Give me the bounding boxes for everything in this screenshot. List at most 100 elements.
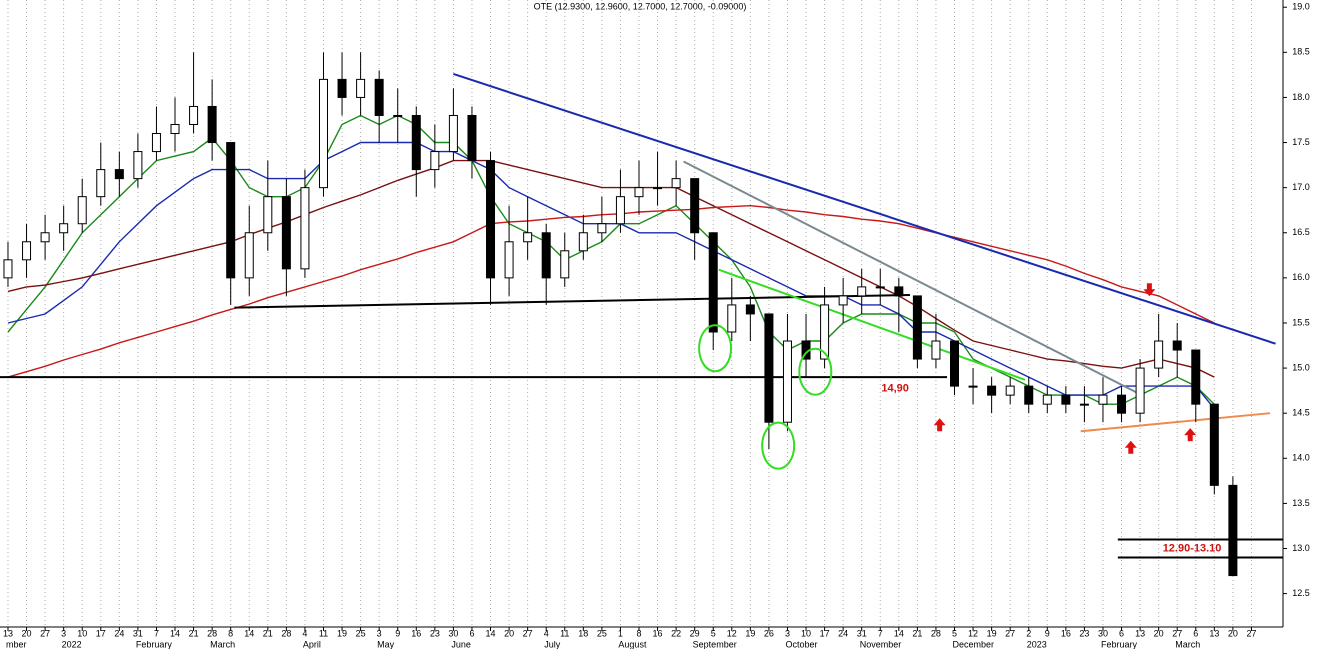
x-tick-label: 24 bbox=[114, 628, 124, 638]
x-tick-label: 27 bbox=[1172, 628, 1182, 638]
y-tick-label: 18.0 bbox=[1292, 92, 1310, 102]
candle-body bbox=[77, 196, 87, 225]
signal-arrow bbox=[933, 418, 946, 432]
x-tick-label: 22 bbox=[671, 628, 681, 638]
x-tick-label: 23 bbox=[430, 628, 440, 638]
candle-body bbox=[226, 142, 236, 279]
annotation: 14,90 bbox=[881, 383, 909, 395]
y-tick-label: 13.5 bbox=[1292, 498, 1310, 508]
candle-body bbox=[708, 232, 718, 333]
x-tick-label: 12 bbox=[968, 628, 978, 638]
candle-body bbox=[541, 232, 551, 279]
month-label: November bbox=[860, 639, 902, 649]
x-tick-label: 27 bbox=[40, 628, 50, 638]
chart-title: OTE (12.9300, 12.9600, 12.7000, 12.7000,… bbox=[534, 1, 747, 11]
x-tick-label: 21 bbox=[263, 628, 273, 638]
x-tick-label: 27 bbox=[1005, 628, 1015, 638]
moving-average bbox=[7, 159, 1215, 378]
candle-body bbox=[560, 250, 570, 279]
candle-body bbox=[207, 105, 217, 144]
candle-body bbox=[133, 151, 143, 180]
candle-body bbox=[1005, 385, 1015, 396]
moving-average bbox=[7, 204, 1215, 378]
month-label: April bbox=[303, 639, 321, 649]
trendline bbox=[1080, 412, 1271, 433]
candle-body bbox=[318, 78, 328, 189]
candle-body bbox=[1209, 403, 1219, 486]
x-tick-label: 28 bbox=[281, 628, 291, 638]
candle-body bbox=[337, 78, 347, 98]
candle-body bbox=[22, 241, 32, 261]
month-label: July bbox=[544, 639, 561, 649]
candle-body bbox=[40, 232, 50, 243]
signal-arrow bbox=[1124, 440, 1137, 454]
x-tick-label: 3 bbox=[785, 628, 790, 638]
candle-body bbox=[1172, 340, 1182, 351]
x-tick-label: 5 bbox=[711, 628, 716, 638]
x-tick-label: 11 bbox=[319, 628, 328, 638]
y-tick-label: 18.5 bbox=[1292, 47, 1310, 57]
month-label: February bbox=[1101, 639, 1138, 649]
month-label: mber bbox=[6, 639, 27, 649]
candle-body bbox=[1154, 340, 1164, 369]
candle-body bbox=[671, 178, 681, 189]
candle-body bbox=[1079, 403, 1089, 406]
candle-body bbox=[189, 105, 199, 125]
y-tick-label: 17.0 bbox=[1292, 182, 1310, 192]
x-tick-label: 16 bbox=[411, 628, 421, 638]
y-tick-label: 17.5 bbox=[1292, 137, 1310, 147]
x-tick-label: 21 bbox=[189, 628, 199, 638]
candle-body bbox=[504, 241, 514, 279]
candle-body bbox=[950, 340, 960, 387]
x-tick-label: 26 bbox=[764, 628, 774, 638]
candle-body bbox=[411, 114, 421, 171]
x-tick-label: 28 bbox=[207, 628, 217, 638]
x-tick-label: 7 bbox=[878, 628, 883, 638]
candle-body bbox=[690, 178, 700, 234]
x-tick-label: 14 bbox=[486, 628, 496, 638]
highlight-circle bbox=[798, 347, 833, 396]
trendline bbox=[683, 160, 1141, 396]
candle-body bbox=[430, 151, 440, 171]
x-tick-label: 20 bbox=[504, 628, 514, 638]
x-tick-label: 30 bbox=[1098, 628, 1108, 638]
x-tick-label: 28 bbox=[931, 628, 941, 638]
candle-body bbox=[634, 187, 644, 198]
x-tick-label: 8 bbox=[228, 628, 233, 638]
x-tick-label: 7 bbox=[154, 628, 159, 638]
x-tick-label: 12 bbox=[727, 628, 737, 638]
month-label: February bbox=[136, 639, 173, 649]
x-tick-label: 18 bbox=[578, 628, 588, 638]
candle-body bbox=[1042, 394, 1052, 405]
signal-arrow bbox=[1143, 283, 1156, 297]
y-tick-label: 19.0 bbox=[1292, 2, 1310, 12]
x-tick-label: 14 bbox=[170, 628, 180, 638]
x-tick-label: 20 bbox=[22, 628, 32, 638]
candle-body bbox=[745, 304, 755, 315]
x-tick-label: 6 bbox=[1119, 628, 1124, 638]
x-tick-label: 1 bbox=[618, 628, 623, 638]
signal-arrow bbox=[1184, 428, 1197, 442]
y-tick-label: 16.0 bbox=[1292, 272, 1310, 282]
highlight-circle bbox=[761, 421, 796, 470]
x-tick-label: 20 bbox=[1228, 628, 1238, 638]
x-tick-label: 27 bbox=[523, 628, 533, 638]
x-tick-label: 9 bbox=[395, 628, 400, 638]
candle-body bbox=[597, 223, 607, 234]
x-tick-label: 30 bbox=[448, 628, 458, 638]
x-tick-label: 27 bbox=[1246, 628, 1256, 638]
x-tick-label: 8 bbox=[636, 628, 641, 638]
candle-body bbox=[894, 286, 904, 297]
month-label: October bbox=[785, 639, 817, 649]
x-tick-label: 13 bbox=[1209, 628, 1219, 638]
month-label: 2023 bbox=[1027, 639, 1047, 649]
x-tick-label: 2 bbox=[1026, 628, 1031, 638]
month-label: September bbox=[693, 639, 737, 649]
candle-body bbox=[578, 232, 588, 252]
x-tick-label: 6 bbox=[1193, 628, 1198, 638]
candle-body bbox=[96, 169, 106, 198]
candle-body bbox=[1024, 385, 1034, 405]
x-tick-label: 9 bbox=[1045, 628, 1050, 638]
